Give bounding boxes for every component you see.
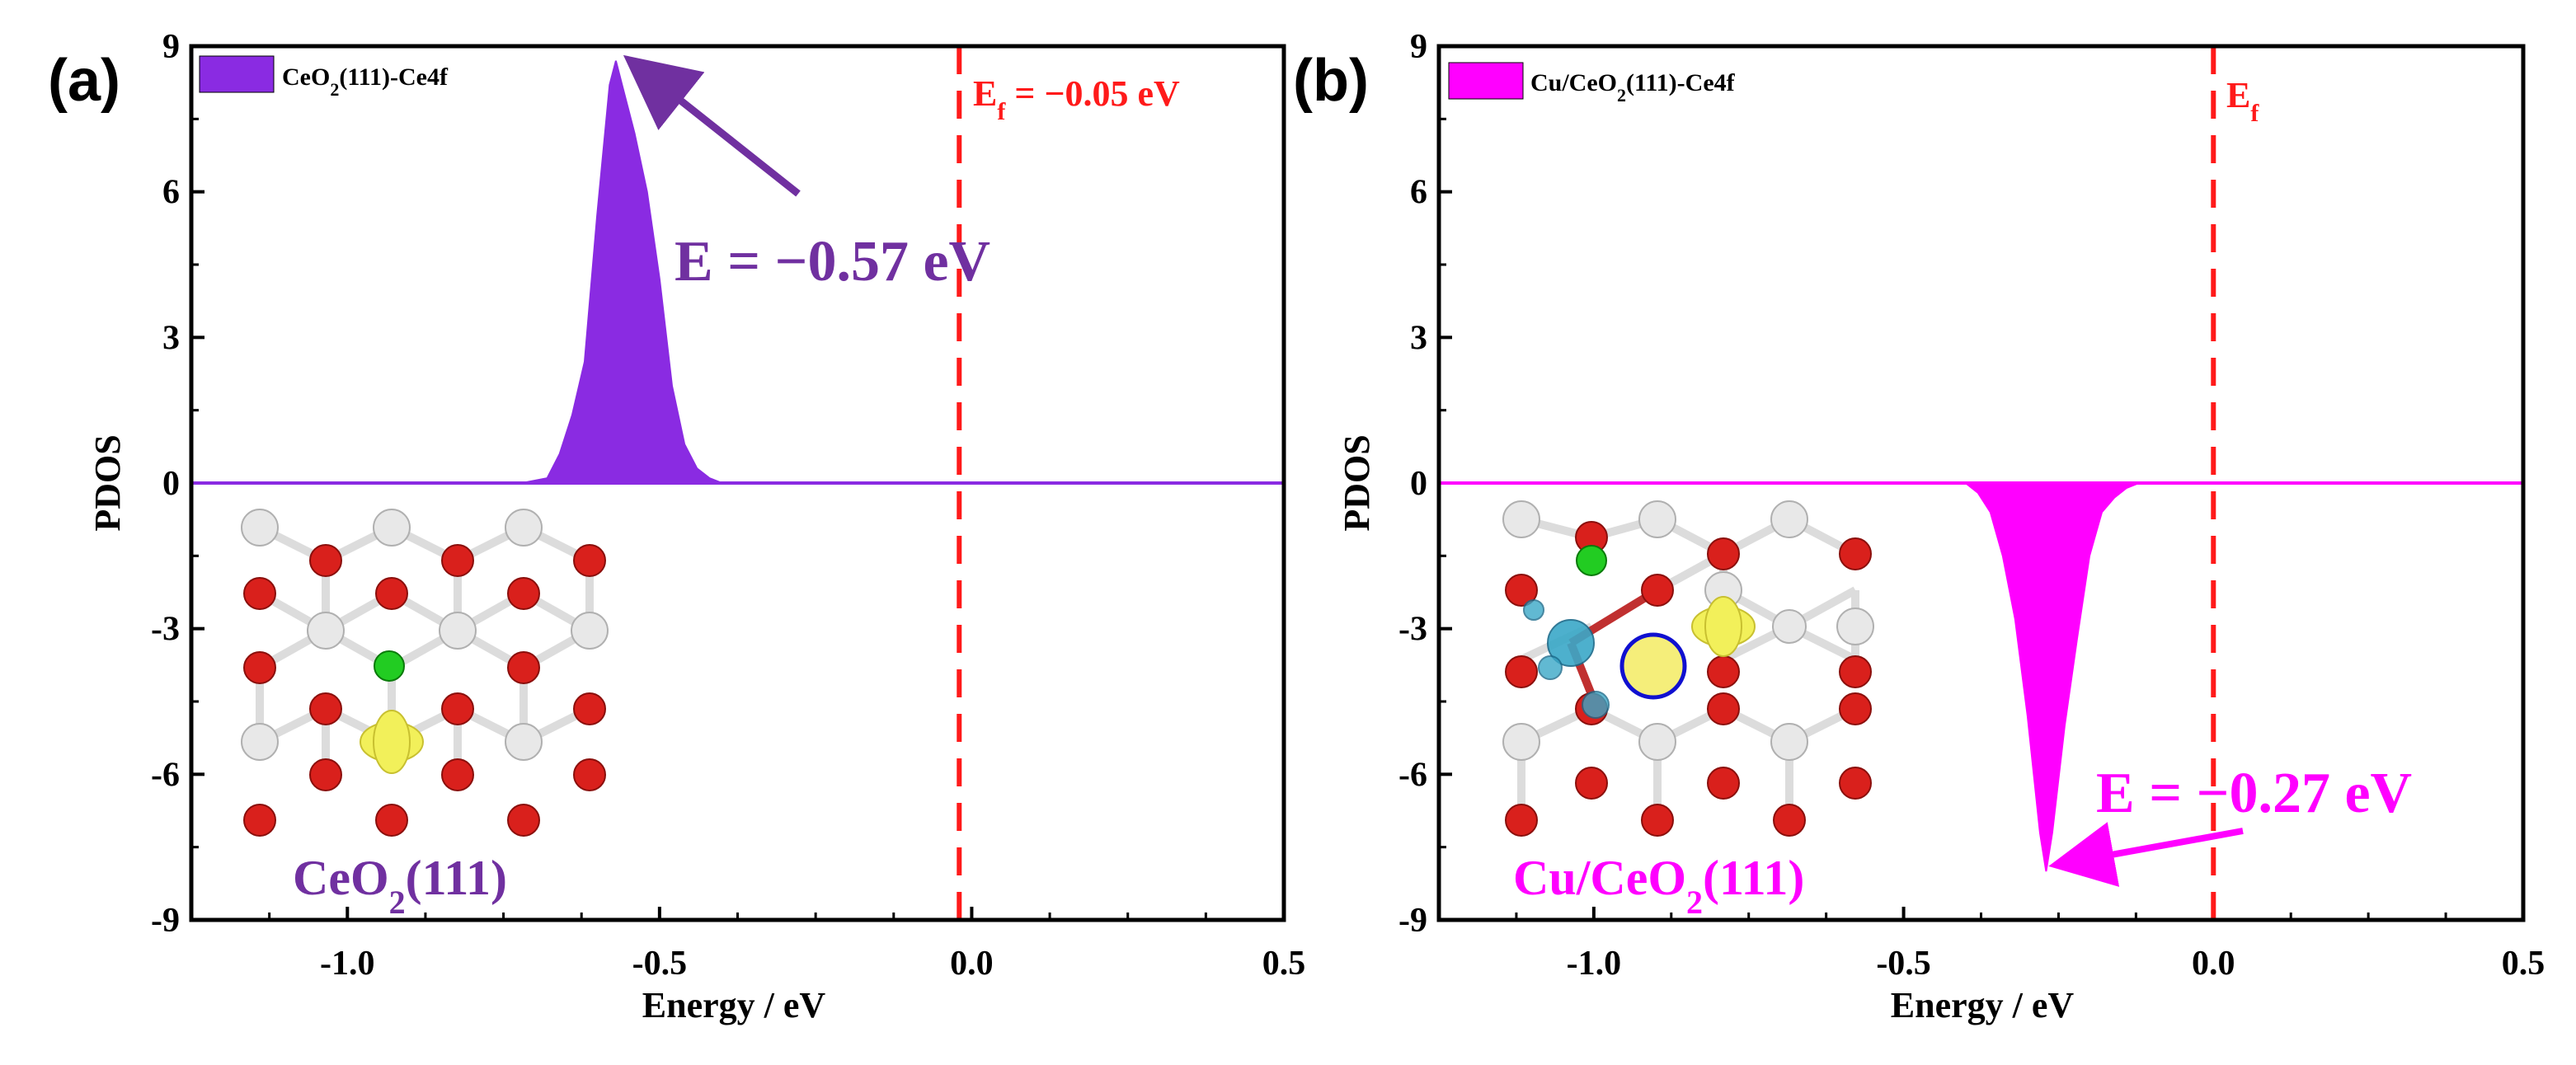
y-tick-label-a-6: -9 <box>151 902 180 940</box>
ce-o-lattice-b <box>1517 515 1859 820</box>
structure-label-b: Cu/CeO2(111) <box>1513 851 1804 921</box>
peak-energy-annotation-b: E = −0.27 eV <box>2096 762 2412 825</box>
x-tick-label-a-0: -1.0 <box>320 945 375 983</box>
y-tick-label-a-4: -3 <box>151 611 180 649</box>
y-tick-label-a-0: 9 <box>162 28 180 66</box>
legend-swatch-a <box>199 55 275 93</box>
legend-label-a: CeO2(111)-Ce4f <box>282 63 449 100</box>
peak-arrow-a <box>623 54 801 197</box>
x-tick-label-b-2: 0.0 <box>2192 945 2235 983</box>
y-tick-label-b-0: 9 <box>1410 28 1427 66</box>
structure-inset-a <box>241 509 609 837</box>
x-tick-label-a-2: 0.0 <box>950 945 994 983</box>
structure-inset-b <box>1502 500 1874 837</box>
panel-letter-a: (a) <box>48 48 120 114</box>
y-tick-label-b-6: -9 <box>1398 902 1427 940</box>
spin-density-a <box>360 710 424 774</box>
plot-frame-b <box>1436 44 2526 922</box>
x-axis-title-b: Energy / eV <box>1891 985 2075 1025</box>
y-tick-label-b-3: 0 <box>1410 465 1427 503</box>
panel-letter-b: (b) <box>1293 48 1369 114</box>
cu-atoms-b <box>1523 599 1610 719</box>
x-tick-label-b-1: -0.5 <box>1876 945 1931 983</box>
panel-a: (a) PDOS Energy / eV 9 6 3 0 -3 -6 -9 -1.0 -0.5… <box>48 28 1305 1025</box>
y-axis-title-a: PDOS <box>87 434 128 531</box>
x-tick-label-b-0: -1.0 <box>1567 945 1622 983</box>
ce-atoms-b <box>1502 500 1874 761</box>
structure-label-a: CeO2(111) <box>293 851 507 921</box>
y-tick-label-a-2: 3 <box>162 319 180 357</box>
legend-label-b: Cu/CeO2(111)-Ce4f <box>1530 69 1736 106</box>
y-tick-label-a-5: -6 <box>151 756 180 794</box>
y-tick-label-b-1: 6 <box>1410 174 1427 212</box>
y-tick-label-b-2: 3 <box>1410 319 1427 357</box>
peak-energy-annotation-a: E = −0.57 eV <box>675 230 990 293</box>
fermi-level-label-b: Ef <box>2226 75 2259 127</box>
fermi-level-label-a: Ef = −0.05 eV <box>973 73 1180 125</box>
x-tick-label-b-3: 0.5 <box>2502 945 2545 983</box>
panel-b: (b) PDOS Energy / eV 9 6 3 0 -3 -6 -9 -1.0 -0.5… <box>1293 28 2545 1025</box>
x-tick-labels-b: -1.0 -0.5 0.0 0.5 <box>1567 945 2545 983</box>
x-tick-labels-a: -1.0 -0.5 0.0 0.5 <box>320 945 1305 983</box>
ce-atoms-a <box>241 509 609 761</box>
y-tick-labels-b: 9 6 3 0 -3 -6 -9 <box>1398 28 1427 940</box>
o-atoms-b <box>1505 521 1872 837</box>
legend-swatch-b <box>1448 62 1524 100</box>
y-tick-label-b-5: -6 <box>1398 756 1427 794</box>
x-tick-label-a-3: 0.5 <box>1262 945 1306 983</box>
y-tick-label-a-3: 0 <box>162 465 180 503</box>
dopant-atom-b <box>1576 545 1607 576</box>
y-tick-label-a-1: 6 <box>162 174 180 212</box>
y-tick-label-b-4: -3 <box>1398 611 1427 649</box>
x-axis-title-a: Energy / eV <box>642 985 826 1025</box>
vacancy-highlight-b <box>1619 632 1687 700</box>
plot-frame-a <box>189 44 1286 922</box>
y-axis-title-b: PDOS <box>1337 434 1377 531</box>
x-tick-label-a-1: -0.5 <box>632 945 688 983</box>
spin-density-b <box>1691 596 1756 657</box>
y-tick-labels-a: 9 6 3 0 -3 -6 -9 <box>151 28 180 940</box>
peak-arrow-b <box>2048 822 2244 887</box>
dopant-atom-a <box>374 650 405 682</box>
o-atoms-a <box>243 544 606 837</box>
